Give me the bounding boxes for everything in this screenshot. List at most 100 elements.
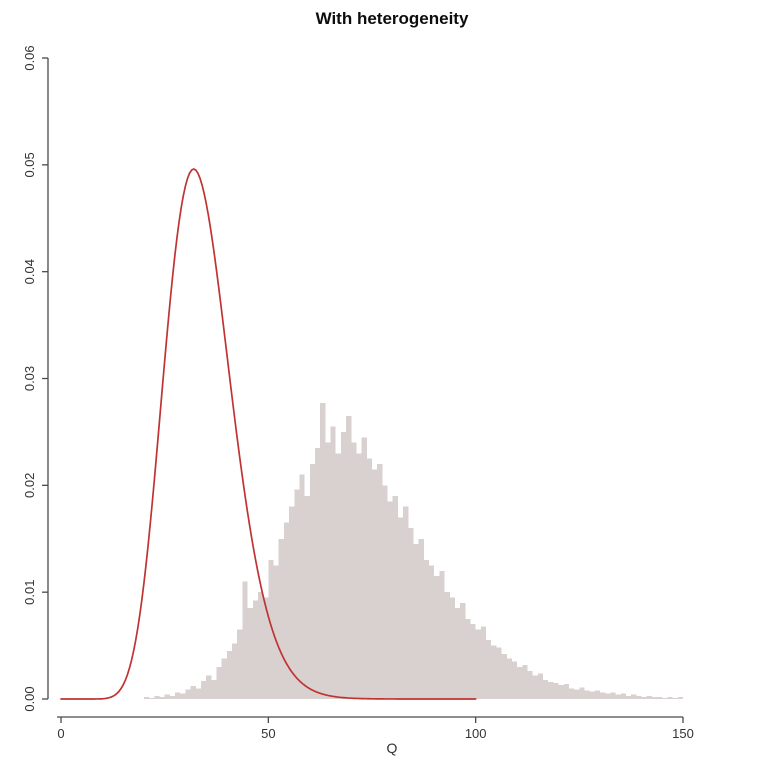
histogram-bar <box>553 682 559 699</box>
histogram-bar <box>195 688 201 699</box>
histogram-bar <box>460 602 466 699</box>
histogram-bar <box>164 694 170 699</box>
histogram-bar <box>154 695 160 699</box>
histogram-bar <box>159 696 165 699</box>
histogram-bar <box>268 560 274 699</box>
y-axis-tick-label: 0.06 <box>22 45 37 70</box>
histogram-bar <box>548 681 554 699</box>
histogram-bar <box>366 458 372 699</box>
histogram-bar <box>397 517 404 699</box>
y-axis-tick-label: 0.03 <box>22 366 37 391</box>
histogram-bar <box>325 442 331 699</box>
histogram-bar <box>605 693 611 699</box>
histogram-bar <box>579 687 585 699</box>
histogram-bar <box>672 697 678 699</box>
histogram-bar <box>527 671 533 699</box>
histogram-bar <box>143 696 150 699</box>
histogram-bar <box>330 426 336 699</box>
histogram-bar <box>278 538 284 699</box>
histogram-bar <box>511 661 518 699</box>
histogram-bar <box>299 474 305 699</box>
y-axis-tick-label: 0.00 <box>22 686 37 711</box>
histogram-bar <box>454 608 461 699</box>
histogram-bar <box>408 528 414 699</box>
histogram-bar <box>180 693 186 699</box>
histogram-bar <box>470 624 476 699</box>
histogram-bar <box>351 442 357 699</box>
density-curve <box>60 168 477 700</box>
chart-title: With heterogeneity <box>316 9 469 28</box>
histogram-bar <box>480 626 487 699</box>
histogram-bar <box>252 600 258 699</box>
histogram-bar <box>657 696 663 699</box>
x-axis-label: Q <box>387 740 398 756</box>
histogram-bar <box>615 694 621 699</box>
histogram-bar <box>475 629 481 699</box>
histogram-bar <box>594 690 601 699</box>
histogram-bar <box>501 654 507 699</box>
histogram-bar <box>149 697 155 699</box>
histogram-bar <box>589 691 595 699</box>
histogram-bar <box>377 463 383 699</box>
x-axis-tick-label: 50 <box>261 726 275 741</box>
histogram-bar <box>444 592 450 699</box>
histogram-bar <box>522 664 528 699</box>
histogram-bar <box>434 576 440 699</box>
histogram-bar <box>216 666 222 699</box>
histogram-bar <box>257 592 264 699</box>
histogram-bar <box>372 469 378 699</box>
histogram-bar <box>273 565 279 699</box>
x-axis-tick-label: 150 <box>672 726 694 741</box>
histogram-bar <box>289 506 295 699</box>
y-axis-tick-label: 0.04 <box>22 259 37 284</box>
histogram-bar <box>620 693 626 699</box>
histogram-bar <box>429 565 435 699</box>
histogram-bar <box>294 489 300 699</box>
histogram-bar <box>610 692 616 699</box>
histogram-bar <box>506 658 512 699</box>
histogram-bar <box>537 673 544 699</box>
density-curve-group <box>60 168 477 700</box>
histogram-bar <box>662 697 668 699</box>
histogram-bar <box>641 696 647 699</box>
histogram-bar <box>486 640 492 699</box>
histogram-bar <box>320 403 326 699</box>
histogram-bar <box>356 453 362 699</box>
histogram-bar <box>563 684 569 699</box>
histogram-bar <box>304 496 310 699</box>
histogram-bar <box>232 643 238 699</box>
histogram-bar <box>558 685 564 699</box>
histogram-bar <box>584 690 590 699</box>
histogram-bar <box>636 695 642 699</box>
histogram-bar <box>646 695 652 699</box>
histogram-bar <box>449 597 455 699</box>
histogram-bar <box>242 581 248 699</box>
y-axis: 0.00 0.01 0.02 0.03 0.04 0.05 0.06 <box>22 45 49 712</box>
histogram-bar <box>439 570 445 699</box>
histogram-bar <box>361 437 367 699</box>
histogram-bar <box>403 506 409 699</box>
histogram-bar <box>206 675 212 699</box>
histogram-bar <box>418 538 424 699</box>
histogram-bar <box>517 666 523 699</box>
histogram-bar <box>677 696 683 699</box>
x-axis-tick-label: 0 <box>57 726 64 741</box>
histogram-bar <box>413 544 419 699</box>
histogram-bar <box>651 696 658 699</box>
histogram-bar <box>237 629 243 699</box>
histogram-bar <box>631 694 637 699</box>
histogram-bar <box>574 689 580 699</box>
histogram-bar <box>491 645 497 699</box>
histogram-bar <box>543 679 549 699</box>
histogram-bar <box>532 675 538 699</box>
histogram-bar <box>346 415 352 699</box>
histogram-bar <box>247 608 253 699</box>
histogram-bar <box>667 696 673 699</box>
histogram-bar <box>263 597 269 699</box>
y-axis-tick-label: 0.01 <box>22 580 37 605</box>
histogram-bar <box>423 560 430 699</box>
histogram-bar <box>496 647 502 699</box>
histogram-bar <box>625 695 632 699</box>
